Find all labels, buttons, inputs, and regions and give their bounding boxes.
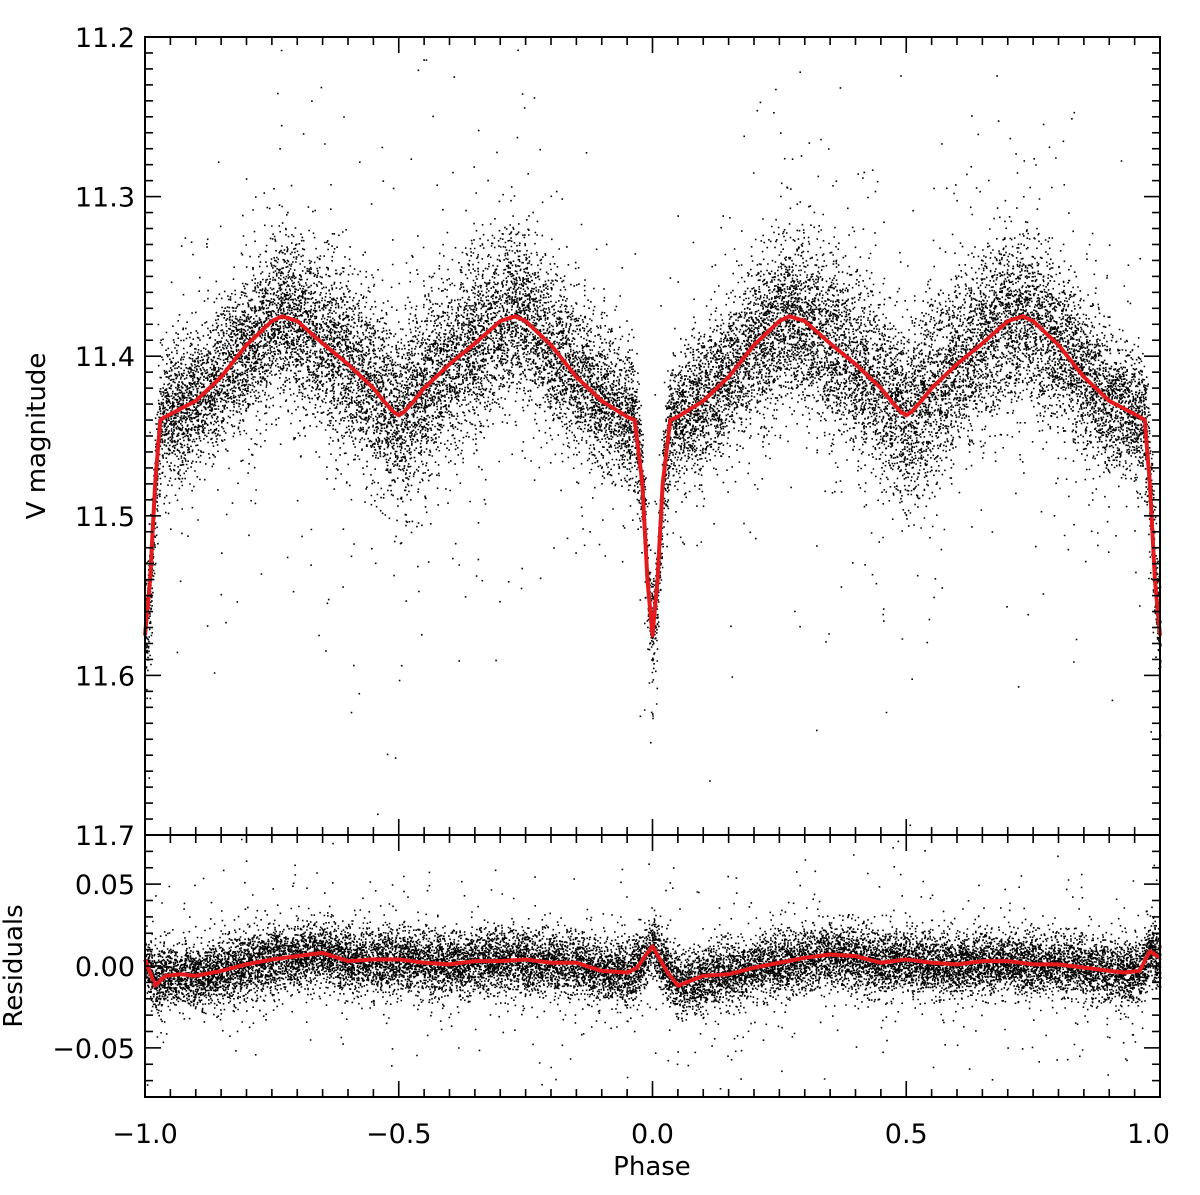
x-tick-label: 0.5 — [885, 1119, 928, 1150]
y-tick-label-top: 11.5 — [75, 502, 135, 533]
y-tick-label-top: 11.4 — [75, 342, 135, 373]
residual-fit-line — [143, 944, 1162, 988]
y-tick-label-top: 11.6 — [75, 661, 135, 692]
x-tick-label: −0.5 — [366, 1119, 432, 1150]
y-axis-title-top: V magnitude — [22, 353, 52, 520]
x-tick-label: 1.0 — [1127, 1119, 1170, 1150]
y-tick-label-top: 11.2 — [75, 23, 135, 54]
x-tick-label: 0.0 — [631, 1119, 674, 1150]
residual-scatter-points — [145, 838, 1162, 1090]
y-tick-label-bottom: 0.05 — [75, 870, 135, 901]
tick-labels: 11.2 11.3 11.4 11.5 11.6 11.7 0.05 0.00 −0.05 −1.… — [52, 23, 1170, 1150]
residual-data-points — [145, 838, 1162, 1090]
y-axis-title-bottom: Residuals — [0, 904, 29, 1027]
magnitude-data-points — [145, 49, 1162, 827]
x-tick-label: −1.0 — [112, 1119, 178, 1150]
y-tick-label-bottom: −0.05 — [52, 1034, 135, 1065]
axis-ticks — [144, 36, 1161, 1098]
magnitude-scatter-points — [145, 49, 1162, 827]
y-tick-label-top: 11.7 — [75, 821, 135, 852]
y-tick-label-bottom: 0.00 — [75, 952, 135, 983]
x-axis-title: Phase — [613, 1152, 691, 1182]
y-tick-label-top: 11.3 — [75, 183, 135, 214]
magnitude-fit-line — [143, 314, 1162, 638]
